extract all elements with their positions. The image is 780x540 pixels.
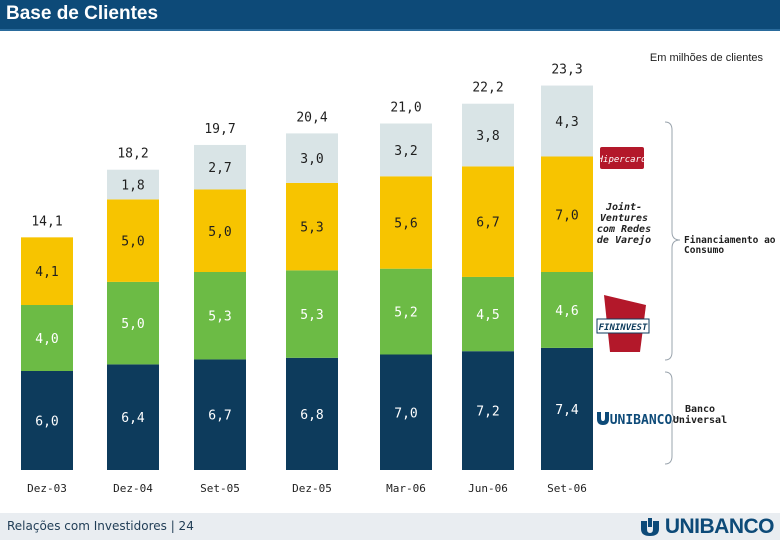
data-label-hipercard: 3,2: [394, 144, 417, 159]
data-label-joint_ventures: 5,6: [394, 217, 417, 232]
data-label-financeira: 4,0: [35, 332, 58, 347]
x-tick-label: Set-06: [547, 482, 587, 495]
bar-segment-joint_ventures: [194, 189, 246, 272]
banco-universal-label: Universal: [673, 414, 727, 426]
data-label-banco_universal: 6,7: [208, 409, 231, 424]
total-label: 22,2: [472, 81, 503, 96]
data-label-financeira: 4,6: [555, 304, 578, 319]
bar-segment-joint_ventures: [107, 199, 159, 282]
data-label-banco_universal: 6,4: [121, 411, 145, 426]
x-tick-label: Mar-06: [386, 482, 426, 495]
x-tick-label: Set-05: [200, 482, 240, 495]
bar-segment-financeira: [541, 272, 593, 348]
bar-segment-hipercard: [286, 133, 338, 183]
joint-ventures-label: Ventures: [600, 213, 648, 224]
total-label: 21,0: [390, 101, 421, 116]
bar-segment-hipercard: [462, 103, 514, 167]
x-tick-label: Dez-03: [27, 482, 67, 495]
data-label-banco_universal: 6,0: [35, 415, 58, 430]
financiamento-label: Financiamento ao: [684, 235, 776, 246]
hipercard-logo: [600, 147, 644, 169]
financiamento-label: Consumo: [684, 245, 724, 256]
bar-segment-banco_universal: [21, 371, 73, 470]
bar-segment-banco_universal: [107, 364, 159, 470]
bar-segment-joint_ventures: [462, 166, 514, 277]
bar-segment-joint_ventures: [380, 176, 432, 269]
data-label-hipercard: 4,3: [555, 115, 578, 130]
bar-segment-joint_ventures: [541, 156, 593, 272]
bar-segment-banco_universal: [194, 359, 246, 470]
header-stripe: [0, 29, 780, 31]
data-label-hipercard: 3,8: [476, 129, 499, 144]
total-label: 14,1: [31, 214, 62, 229]
joint-ventures-label: com Redes: [597, 224, 651, 235]
data-label-joint_ventures: 7,0: [555, 208, 578, 223]
financiamento-bracket: [664, 121, 681, 361]
hipercard-logo-text: Hipercard: [597, 155, 647, 165]
bar-segment-banco_universal: [541, 347, 593, 470]
bar-segment-financeira: [286, 270, 338, 358]
data-label-financeira: 5,0: [121, 317, 144, 332]
footer-brand: UNIBANCO: [639, 515, 775, 538]
data-label-financeira: 5,2: [394, 306, 417, 321]
x-tick-label: Jun-06: [468, 482, 508, 495]
data-label-banco_universal: 7,0: [394, 406, 417, 421]
bar-segment-financeira: [194, 272, 246, 360]
unibanco-side-logo-text: UNIBANCO: [610, 413, 673, 428]
total-label: 20,4: [296, 110, 327, 125]
bar-segment-banco_universal: [462, 351, 514, 470]
header-bar: Base de Clientes: [0, 0, 780, 31]
fininvest-logo-text: FININVEST: [599, 323, 648, 333]
bar-segment-financeira: [21, 305, 73, 371]
data-label-hipercard: 3,0: [300, 152, 323, 167]
footer-bar: Relações com Investidores | 24 UNIBANCO: [0, 513, 780, 540]
x-tick-label: Dez-04: [113, 482, 153, 495]
total-label: 19,7: [204, 122, 235, 137]
data-label-banco_universal: 7,2: [476, 405, 499, 420]
total-label: 18,2: [117, 147, 148, 162]
data-label-financeira: 5,3: [300, 308, 323, 323]
data-label-joint_ventures: 6,7: [476, 216, 499, 231]
data-label-joint_ventures: 5,0: [121, 235, 144, 250]
data-label-financeira: 4,5: [476, 308, 499, 323]
total-label: 23,3: [551, 63, 582, 78]
bar-segment-hipercard: [194, 144, 246, 190]
footer-brand-text: UNIBANCO: [664, 515, 775, 538]
bar-segment-joint_ventures: [21, 237, 73, 305]
footer-caption: Relações com Investidores | 24: [7, 519, 194, 533]
unibanco-side-logo-icon: [597, 412, 609, 425]
bar-segment-banco_universal: [286, 357, 338, 470]
bar-segment-hipercard: [541, 85, 593, 157]
data-label-banco_universal: 6,8: [300, 408, 323, 423]
page-title: Base de Clientes: [6, 3, 159, 24]
bar-segment-hipercard: [380, 123, 432, 177]
units-note: Em milhões de clientes: [649, 52, 763, 64]
fininvest-logo-band: [596, 318, 650, 334]
unibanco-logo-icon: [640, 518, 659, 536]
data-label-financeira: 5,3: [208, 310, 231, 325]
joint-ventures-label: de Varejo: [597, 234, 651, 246]
data-label-hipercard: 2,7: [208, 161, 231, 176]
bar-segment-financeira: [107, 281, 159, 365]
joint-ventures-label: Joint-: [605, 201, 642, 213]
banco-universal-bracket: [664, 371, 681, 465]
data-label-joint_ventures: 5,0: [208, 225, 231, 240]
bar-segment-financeira: [380, 268, 432, 355]
data-label-hipercard: 1,8: [121, 179, 144, 194]
data-label-joint_ventures: 5,3: [300, 221, 323, 236]
bar-segment-financeira: [462, 276, 514, 352]
bar-segment-banco_universal: [380, 354, 432, 470]
data-label-joint_ventures: 4,1: [35, 265, 58, 280]
x-tick-label: Dez-05: [292, 482, 332, 495]
bar-segment-hipercard: [107, 169, 159, 200]
banco-universal-label: Banco: [685, 404, 715, 415]
bar-segment-joint_ventures: [286, 182, 338, 271]
data-label-banco_universal: 7,4: [555, 403, 579, 418]
